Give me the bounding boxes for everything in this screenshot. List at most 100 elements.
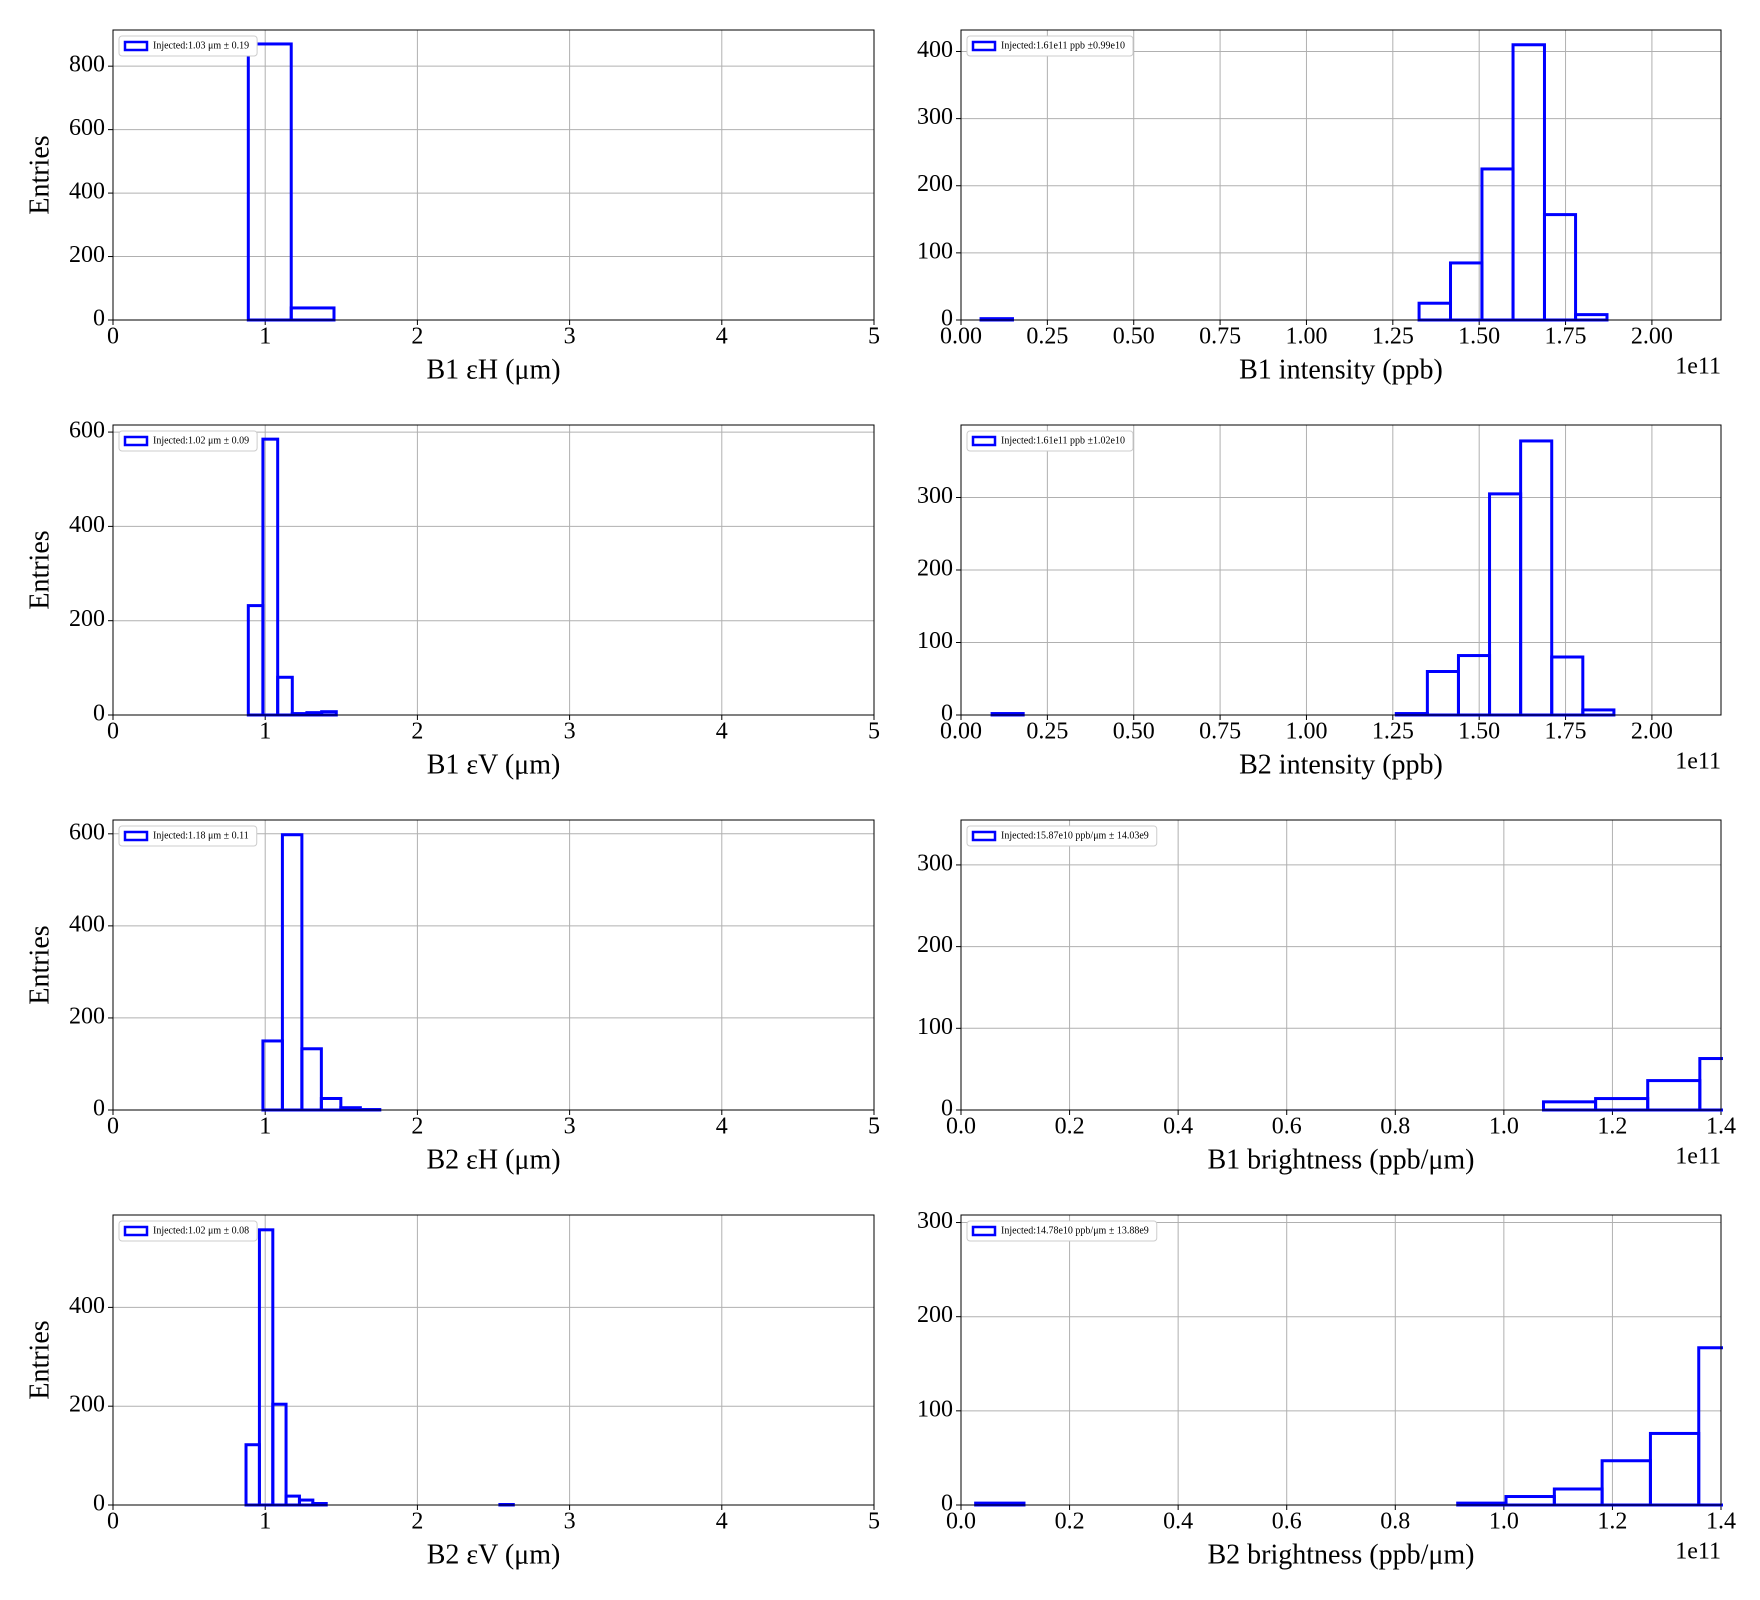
x-tick-label: 2 — [411, 1509, 423, 1535]
legend-swatch — [123, 1225, 149, 1237]
histogram-bin — [1511, 43, 1546, 322]
panel: 0 1 2 3 4 5 0 200 400 600 B2 εH (μm) Entries Injecte… — [24, 819, 880, 1175]
y-tick-label: 0 — [93, 306, 105, 332]
plot-frame — [960, 424, 1722, 716]
legend-label: Injected:1.61e11 ppb ±0.99e10 — [1001, 40, 1125, 51]
panel: 0.0 0.2 0.4 0.6 0.8 1.0 1.2 1.4 0 100 200 300 B1 bri… — [917, 819, 1736, 1175]
histogram-bin — [297, 1498, 315, 1507]
y-axis-label: Entries — [24, 925, 55, 1004]
legend-label: Injected:1.02 μm ± 0.09 — [153, 435, 249, 446]
x-tick-label: 2 — [411, 1114, 423, 1140]
plot-frame — [960, 1214, 1722, 1506]
histogram-bin — [1417, 301, 1453, 322]
y-axis-label: Entries — [24, 135, 55, 214]
plot-frame — [112, 1214, 875, 1506]
x-tick-label: 3 — [564, 324, 576, 350]
x-axis-label: B2 εH (μm) — [426, 1144, 560, 1175]
y-tick-label: 200 — [917, 932, 953, 958]
panel: 0 1 2 3 4 5 0 200 400 600 800 B1 εH (μm) Entries Inje… — [24, 29, 880, 385]
y-tick-label: 400 — [69, 911, 105, 937]
x-tick-label: 3 — [564, 719, 576, 745]
x-tick-label: 0 — [107, 719, 119, 745]
panel: 0 1 2 3 4 5 0 200 400 B2 εV (μm) Entries Injected:1… — [24, 1214, 880, 1570]
y-tick-label: 200 — [69, 242, 105, 268]
histogram-series — [979, 43, 1609, 322]
legend-swatch — [971, 830, 997, 842]
legend-label: Injected:1.02 μm ± 0.08 — [153, 1225, 249, 1236]
x-tick-label: 1.75 — [1545, 324, 1587, 350]
y-tick-label: 300 — [917, 104, 953, 130]
legend-label: Injected:15.87e10 ppb/μm ± 14.03e9 — [1001, 830, 1149, 841]
x-tick-label: 2.00 — [1631, 324, 1673, 350]
legend: Injected:1.02 μm ± 0.08 — [118, 1220, 258, 1242]
histogram-bin — [1456, 654, 1492, 717]
y-tick-label: 400 — [69, 1293, 105, 1319]
legend-box — [966, 1220, 1158, 1242]
x-axis-label: B1 εV (μm) — [427, 749, 561, 780]
legend-label: Injected:14.78e10 ppb/μm ± 13.88e9 — [1001, 1225, 1149, 1236]
y-tick-label: 200 — [917, 171, 953, 197]
x-tick-label: 0.2 — [1055, 1509, 1085, 1535]
legend: Injected:1.18 μm ± 0.11 — [118, 825, 258, 847]
legend: Injected:1.03 μm ± 0.19 — [118, 35, 258, 57]
x-tick-label: 0.6 — [1272, 1509, 1302, 1535]
histogram-bin — [1574, 313, 1609, 322]
plot-frame — [112, 29, 875, 321]
x-offset-label: 1e11 — [1675, 749, 1721, 775]
y-tick-label: 0 — [941, 306, 953, 332]
x-offset-label: 1e11 — [1675, 1144, 1721, 1170]
x-tick-label: 1.75 — [1545, 719, 1587, 745]
x-offset-label: 1e11 — [1675, 354, 1721, 380]
y-tick-label: 100 — [917, 628, 953, 654]
x-tick-label: 0.75 — [1199, 324, 1241, 350]
x-tick-label: 1.50 — [1458, 719, 1500, 745]
y-tick-label: 0 — [941, 1491, 953, 1517]
histogram-bin — [1449, 261, 1484, 322]
histogram-bin — [1600, 1459, 1652, 1507]
x-tick-label: 0 — [107, 1509, 119, 1535]
histogram-bin — [1646, 1079, 1702, 1112]
histogram-bin — [300, 1047, 323, 1112]
legend-swatch — [123, 40, 149, 52]
histogram-bin — [271, 1402, 288, 1507]
y-tick-label: 200 — [69, 606, 105, 632]
histogram-bin — [1425, 670, 1460, 717]
histogram-bin — [289, 306, 336, 322]
legend: Injected:15.87e10 ppb/μm ± 14.03e9 — [966, 825, 1158, 847]
legend-box — [118, 825, 258, 847]
histogram-series — [261, 833, 382, 1112]
y-tick-label: 100 — [917, 1014, 953, 1040]
x-tick-label: 0.50 — [1113, 324, 1155, 350]
histogram-bin — [276, 675, 294, 717]
legend-label: Injected:1.18 μm ± 0.11 — [153, 830, 249, 841]
legend-swatch — [123, 435, 149, 447]
x-tick-label: 0.4 — [1163, 1114, 1193, 1140]
histogram-bin — [1480, 167, 1515, 322]
x-tick-label: 1.2 — [1597, 1114, 1627, 1140]
histogram-bin — [244, 1443, 261, 1507]
y-tick-label: 0 — [93, 1491, 105, 1517]
x-tick-label: 5 — [868, 1509, 880, 1535]
legend: Injected:1.61e11 ppb ±1.02e10 — [966, 430, 1134, 452]
y-tick-label: 300 — [917, 850, 953, 876]
histogram-series — [990, 439, 1616, 717]
x-tick-label: 0.0 — [946, 1509, 976, 1535]
legend-swatch — [971, 1225, 997, 1237]
x-tick-label: 1.50 — [1458, 324, 1500, 350]
legend-box — [118, 1220, 258, 1242]
histogram-bin — [246, 604, 265, 717]
legend-swatch — [123, 830, 149, 842]
legend: Injected:1.02 μm ± 0.09 — [118, 430, 258, 452]
y-tick-label: 0 — [93, 1096, 105, 1122]
histogram-bin — [1541, 1100, 1598, 1112]
legend-label: Injected:1.61e11 ppb ±1.02e10 — [1001, 435, 1125, 446]
y-tick-label: 0 — [93, 701, 105, 727]
y-tick-label: 0 — [941, 1096, 953, 1122]
x-tick-label: 0.25 — [1026, 719, 1068, 745]
legend-box — [966, 430, 1134, 452]
x-tick-label: 1.4 — [1706, 1114, 1736, 1140]
histogram-series — [974, 1346, 1723, 1507]
panel: 0.00 0.25 0.50 0.75 1.00 1.25 1.50 1.75 2.00 0 100… — [917, 29, 1722, 385]
